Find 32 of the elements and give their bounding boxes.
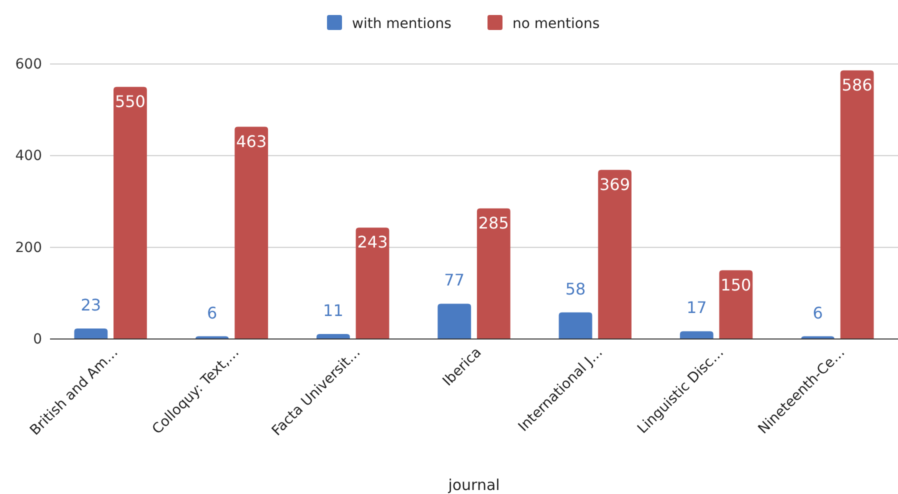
- bar: [558, 312, 592, 339]
- data-label: 6: [812, 303, 823, 322]
- data-label: 23: [80, 295, 102, 314]
- data-label: 6: [206, 303, 218, 322]
- bar: [234, 126, 268, 339]
- data-label: 11: [323, 300, 344, 320]
- y-tick-label: 0: [33, 331, 42, 348]
- data-label: 369: [600, 174, 630, 194]
- bar: [114, 86, 147, 339]
- data-label: 243: [357, 232, 388, 252]
- data-label: 58: [565, 279, 586, 298]
- data-label: 550: [114, 92, 146, 111]
- bar: [840, 70, 874, 339]
- bar: [598, 170, 632, 339]
- bar: [356, 228, 390, 339]
- data-label: 285: [478, 213, 509, 232]
- y-tick-label: 400: [15, 148, 42, 164]
- x-axis-title: journal: [447, 476, 500, 494]
- y-tick-label: 200: [15, 240, 42, 256]
- y-tick-label: 600: [15, 56, 42, 72]
- bar: [719, 270, 753, 339]
- bar: [476, 208, 510, 339]
- bar: [438, 304, 472, 339]
- data-label: 17: [686, 298, 707, 318]
- legend-label: with mentions: [352, 16, 452, 32]
- data-label: 586: [842, 75, 872, 94]
- data-label: 463: [236, 132, 267, 151]
- bar: [680, 331, 714, 339]
- data-label: 77: [444, 270, 465, 290]
- legend-label: no mentions: [512, 16, 600, 32]
- bar: [74, 328, 108, 339]
- data-label: 150: [720, 275, 752, 294]
